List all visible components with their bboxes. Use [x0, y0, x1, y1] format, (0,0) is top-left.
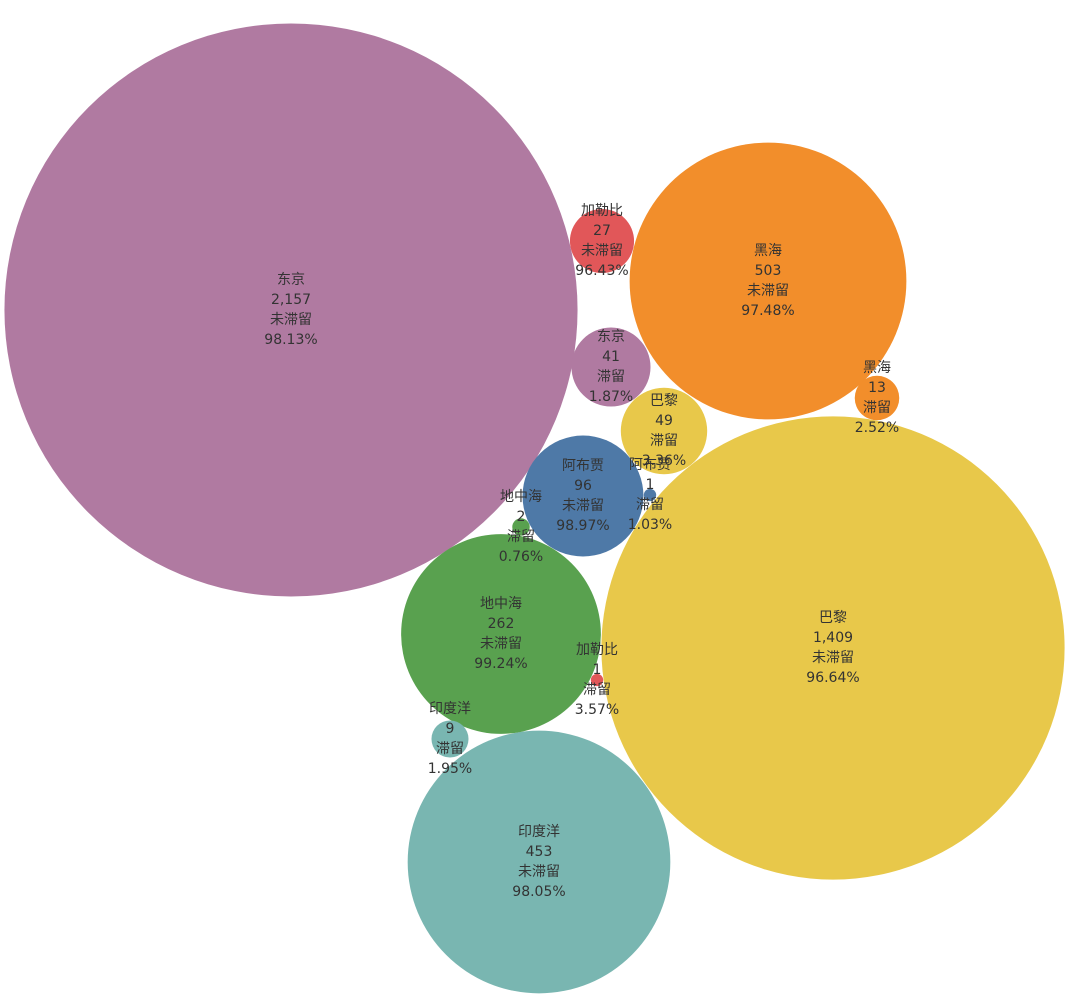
bubble-status: 未滞留 — [562, 498, 604, 514]
bubble-name: 加勒比 — [576, 642, 618, 658]
bubble-percent: 98.97% — [556, 518, 609, 534]
bubble-percent: 98.13% — [264, 332, 317, 348]
bubble — [522, 435, 644, 557]
bubble-value: 9 — [446, 721, 455, 737]
bubble-status: 滞留 — [597, 369, 625, 385]
bubble-name: 巴黎 — [650, 393, 678, 409]
bubble-value: 41 — [602, 349, 620, 365]
bubble-value: 1 — [593, 662, 602, 678]
bubble-percent: 99.24% — [474, 656, 527, 672]
bubble-percent: 1.95% — [428, 761, 472, 777]
bubble-value: 453 — [526, 844, 553, 860]
bubble-status: 滞留 — [650, 433, 678, 449]
bubble-status: 未滞留 — [581, 243, 623, 259]
bubble — [571, 327, 651, 407]
bubble-percent: 0.76% — [499, 549, 543, 565]
bubble-name: 黑海 — [754, 243, 782, 259]
bubble — [401, 534, 601, 734]
bubble — [601, 416, 1065, 880]
bubble-status: 未滞留 — [270, 312, 312, 328]
bubble-percent: 2.52% — [855, 420, 899, 436]
bubble-name: 东京 — [277, 272, 305, 288]
bubble-value: 27 — [593, 223, 611, 239]
bubble — [407, 730, 671, 994]
bubble-status: 未滞留 — [480, 636, 522, 652]
bubble — [854, 375, 900, 421]
bubble — [590, 673, 604, 687]
bubble — [643, 488, 657, 502]
bubble-name: 阿布贾 — [562, 458, 604, 474]
bubble-percent: 96.43% — [575, 263, 628, 279]
bubble-value: 13 — [868, 380, 886, 396]
bubble-name: 东京 — [597, 329, 625, 345]
bubble-value: 1,409 — [813, 630, 853, 646]
bubble-value: 503 — [755, 263, 782, 279]
bubble-name: 印度洋 — [429, 701, 471, 717]
bubble-value: 49 — [655, 413, 673, 429]
bubble-status: 未滞留 — [518, 864, 560, 880]
bubble-status: 未滞留 — [747, 283, 789, 299]
bubble-name: 黑海 — [863, 360, 891, 376]
bubble-status: 未滞留 — [812, 650, 854, 666]
bubble-status: 滞留 — [583, 682, 611, 698]
bubble-percent: 98.05% — [512, 884, 565, 900]
bubble — [4, 23, 578, 597]
bubble-percent: 97.48% — [741, 303, 794, 319]
bubble — [431, 720, 469, 758]
bubble-status: 滞留 — [863, 400, 891, 416]
bubble-value: 2 — [517, 509, 526, 525]
bubble-name: 加勒比 — [581, 203, 623, 219]
bubble-name: 地中海 — [500, 489, 542, 505]
bubble-percent: 3.57% — [575, 702, 619, 718]
bubble-status: 滞留 — [507, 529, 535, 545]
bubble-name: 巴黎 — [819, 610, 847, 626]
bubble — [569, 208, 635, 274]
bubble-percent: 1.87% — [589, 389, 633, 405]
bubble-value: 1 — [646, 477, 655, 493]
bubble-status: 滞留 — [436, 741, 464, 757]
bubble-percent: 1.03% — [628, 517, 672, 533]
bubble — [629, 142, 907, 420]
bubble-value: 2,157 — [271, 292, 311, 308]
bubble-percent: 3.36% — [642, 453, 686, 469]
bubble-value: 262 — [488, 616, 515, 632]
bubble-status: 滞留 — [636, 497, 664, 513]
bubble-name: 地中海 — [480, 596, 522, 612]
bubble-name: 印度洋 — [518, 824, 560, 840]
bubble-value: 96 — [574, 478, 592, 494]
bubble-percent: 96.64% — [806, 670, 859, 686]
bubble-name: 阿布贾 — [629, 457, 671, 473]
bubble — [620, 387, 708, 475]
bubble — [512, 518, 530, 536]
